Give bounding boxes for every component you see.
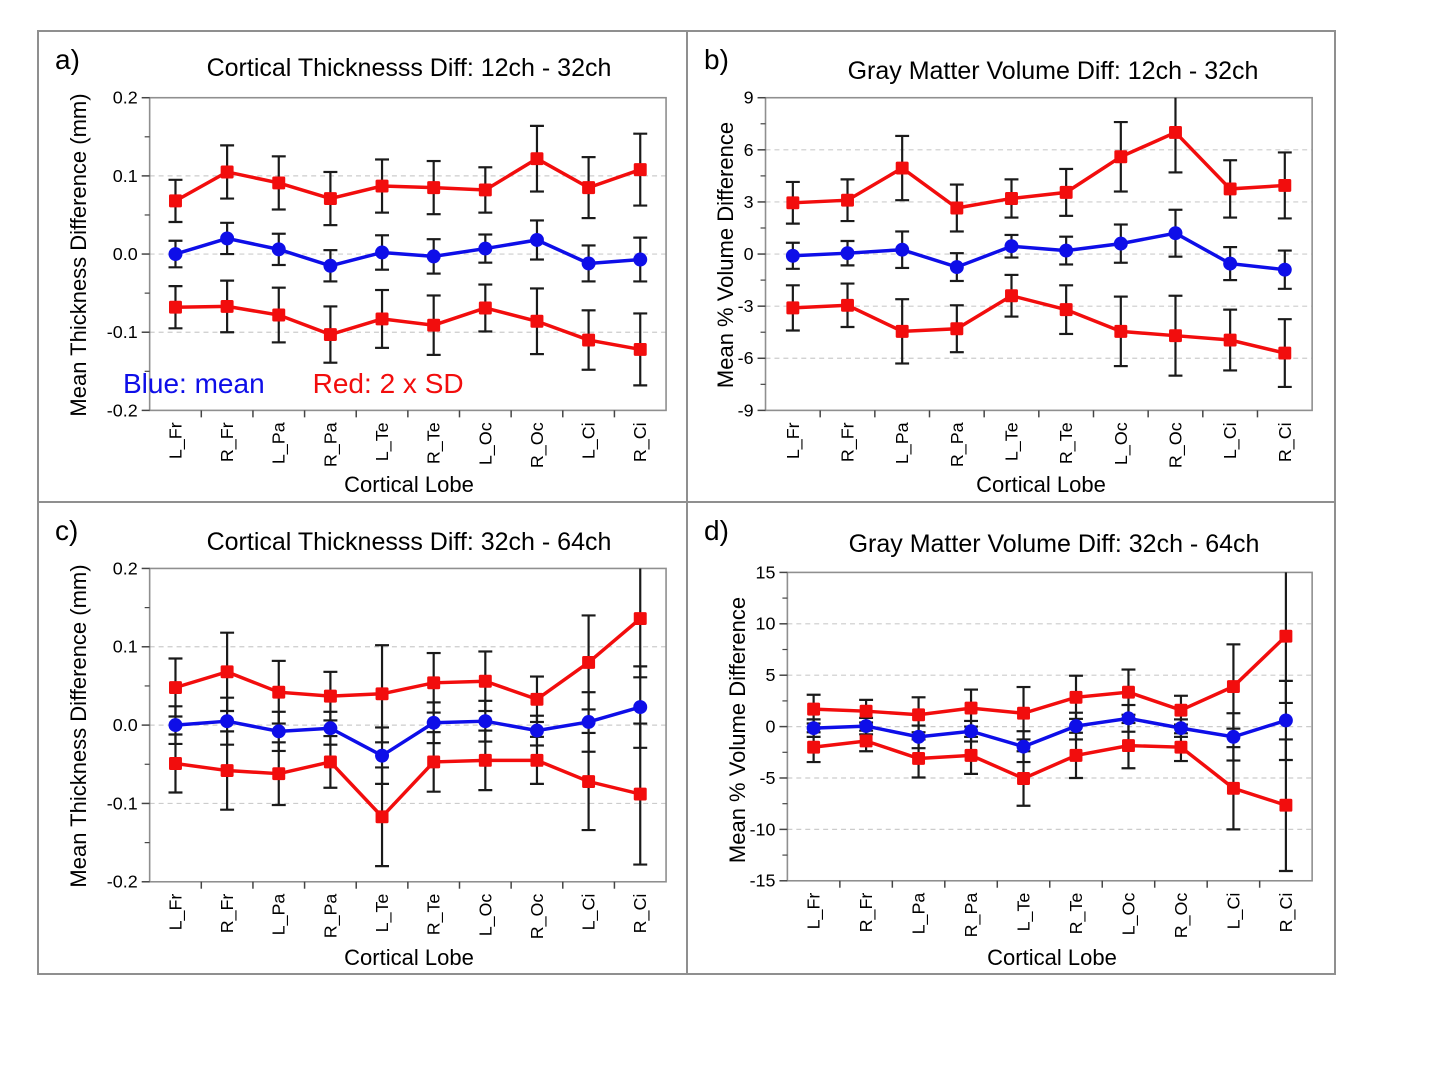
- svg-text:L_Te: L_Te: [1013, 893, 1034, 932]
- svg-text:0.0: 0.0: [113, 715, 138, 735]
- panel-letter-a: a): [55, 44, 80, 75]
- svg-text:R_Ci: R_Ci: [1275, 422, 1296, 462]
- svg-text:R_Ci: R_Ci: [1276, 893, 1297, 933]
- panel-letter-c: c): [55, 515, 79, 546]
- svg-text:R_Fr: R_Fr: [837, 422, 858, 462]
- panel-d: 15 10 5 0 -5 -10 -15 L_Fr R_Fr L_Pa R_Pa L_Te R_Te L_…: [688, 503, 1334, 973]
- panel-letter-b: b): [704, 44, 729, 75]
- svg-text:0.2: 0.2: [113, 558, 138, 578]
- svg-text:L_Pa: L_Pa: [269, 422, 290, 464]
- svg-text:L_Te: L_Te: [372, 894, 393, 933]
- svg-text:-0.2: -0.2: [107, 872, 138, 892]
- svg-text:0.1: 0.1: [113, 166, 138, 186]
- svg-text:R_Oc: R_Oc: [527, 422, 548, 468]
- panel-a: 0.2 0.1 0.0 -0.1 -0.2 L_Fr R_Fr L_Pa R_Pa L_Te R_T…: [39, 32, 688, 503]
- svg-text:L_Oc: L_Oc: [475, 894, 496, 937]
- chart-canvas-d: 15 10 5 0 -5 -10 -15 L_Fr R_Fr L_Pa R_Pa L_Te R_Te L_…: [750, 562, 1313, 939]
- svg-text:-0.1: -0.1: [107, 322, 138, 342]
- svg-text:R_Ci: R_Ci: [630, 422, 651, 462]
- svg-text:R_Pa: R_Pa: [320, 422, 341, 467]
- svg-text:0.1: 0.1: [113, 637, 138, 657]
- chart-canvas-b: 9 6 3 0 -3 -6 -9 L_Fr R_Fr L_Pa R_Pa L_Te R_Te L_Oc R_…: [738, 88, 1313, 468]
- svg-text:R_Pa: R_Pa: [961, 893, 982, 938]
- svg-text:L_Te: L_Te: [372, 422, 393, 461]
- svg-text:R_Fr: R_Fr: [856, 893, 877, 933]
- chart-title-c: Cortical Thicknesss Diff: 32ch - 64ch: [206, 528, 612, 556]
- svg-text:0: 0: [766, 717, 776, 737]
- svg-text:L_Ci: L_Ci: [1223, 893, 1244, 930]
- panel-letter-d: d): [704, 515, 729, 546]
- svg-text:10: 10: [756, 614, 776, 634]
- y-axis-title-d: Mean % Volume Difference: [725, 596, 750, 864]
- svg-text:L_Fr: L_Fr: [783, 422, 804, 459]
- svg-text:R_Pa: R_Pa: [320, 894, 341, 939]
- svg-text:L_Ci: L_Ci: [579, 422, 600, 459]
- x-axis-title-b: Cortical Lobe: [976, 472, 1106, 497]
- chart-title-b: Gray Matter Volume Diff: 12ch - 32ch: [847, 57, 1259, 85]
- svg-text:L_Ci: L_Ci: [579, 894, 600, 931]
- chart-canvas-c: 0.2 0.1 0.0 -0.1 -0.2 L_Fr R_Fr L_Pa R_Pa L_Te R_T…: [107, 558, 667, 940]
- svg-text:R_Te: R_Te: [424, 894, 445, 936]
- x-axis-title-d: Cortical Lobe: [987, 945, 1117, 970]
- svg-text:L_Pa: L_Pa: [269, 894, 290, 936]
- panel-c: 0.2 0.1 0.0 -0.1 -0.2 L_Fr R_Fr L_Pa R_Pa L_Te R_T…: [39, 503, 688, 973]
- svg-text:0: 0: [744, 244, 754, 264]
- svg-text:R_Te: R_Te: [424, 422, 445, 464]
- y-axis-title-b: Mean % Volume Difference: [713, 121, 738, 389]
- svg-text:15: 15: [756, 562, 776, 582]
- svg-text:L_Oc: L_Oc: [1118, 893, 1139, 936]
- svg-text:L_Oc: L_Oc: [475, 422, 496, 465]
- svg-text:-3: -3: [738, 296, 754, 316]
- legend-sd-label: Red: 2 x SD: [312, 368, 464, 399]
- svg-text:-10: -10: [750, 819, 776, 839]
- svg-text:R_Ci: R_Ci: [630, 894, 651, 934]
- svg-text:R_Oc: R_Oc: [1171, 893, 1192, 939]
- svg-text:0.0: 0.0: [113, 244, 138, 264]
- x-axis-title-c: Cortical Lobe: [344, 945, 474, 970]
- svg-text:0.2: 0.2: [113, 88, 138, 108]
- svg-text:L_Ci: L_Ci: [1220, 422, 1241, 459]
- legend-mean-label: Blue: mean: [123, 368, 265, 399]
- svg-text:L_Te: L_Te: [1001, 422, 1022, 461]
- svg-text:R_Fr: R_Fr: [217, 894, 238, 934]
- svg-text:L_Fr: L_Fr: [165, 894, 186, 931]
- chart-legend: Blue: mean Red: 2 x SD: [123, 368, 464, 400]
- svg-text:6: 6: [744, 140, 754, 160]
- chart-title-d: Gray Matter Volume Diff: 32ch - 64ch: [848, 530, 1260, 558]
- svg-text:L_Oc: L_Oc: [1111, 422, 1132, 465]
- svg-text:9: 9: [744, 88, 754, 108]
- svg-text:-9: -9: [738, 400, 754, 420]
- svg-text:3: 3: [744, 192, 754, 212]
- svg-text:L_Pa: L_Pa: [892, 422, 913, 464]
- svg-text:R_Fr: R_Fr: [217, 422, 238, 462]
- svg-text:R_Te: R_Te: [1066, 893, 1087, 935]
- svg-text:5: 5: [766, 665, 776, 685]
- y-axis-title-c: Mean Thickness Difference (mm): [66, 564, 91, 888]
- chart-title-a: Cortical Thicknesss Diff: 12ch - 32ch: [206, 54, 612, 82]
- panel-b: 9 6 3 0 -3 -6 -9 L_Fr R_Fr L_Pa R_Pa L_Te R_Te L_Oc R_…: [688, 32, 1334, 503]
- y-axis-title-a: Mean Thickness Difference (mm): [66, 93, 91, 417]
- svg-text:R_Te: R_Te: [1056, 422, 1077, 464]
- svg-text:L_Fr: L_Fr: [804, 893, 825, 930]
- svg-text:L_Fr: L_Fr: [165, 422, 186, 459]
- svg-text:-6: -6: [738, 348, 754, 368]
- svg-text:R_Oc: R_Oc: [1165, 422, 1186, 468]
- figure-grid: 0.2 0.1 0.0 -0.1 -0.2 L_Fr R_Fr L_Pa R_Pa L_Te R_T…: [37, 30, 1336, 975]
- svg-text:R_Pa: R_Pa: [947, 422, 968, 467]
- svg-text:L_Pa: L_Pa: [909, 893, 930, 935]
- chart-canvas-a: 0.2 0.1 0.0 -0.1 -0.2 L_Fr R_Fr L_Pa R_Pa L_Te R_T…: [107, 88, 667, 468]
- svg-text:-0.2: -0.2: [107, 400, 138, 420]
- x-axis-title-a: Cortical Lobe: [344, 472, 474, 497]
- svg-text:R_Oc: R_Oc: [527, 894, 548, 940]
- svg-text:-5: -5: [760, 768, 776, 788]
- svg-text:-0.1: -0.1: [107, 793, 138, 813]
- svg-text:-15: -15: [750, 871, 776, 891]
